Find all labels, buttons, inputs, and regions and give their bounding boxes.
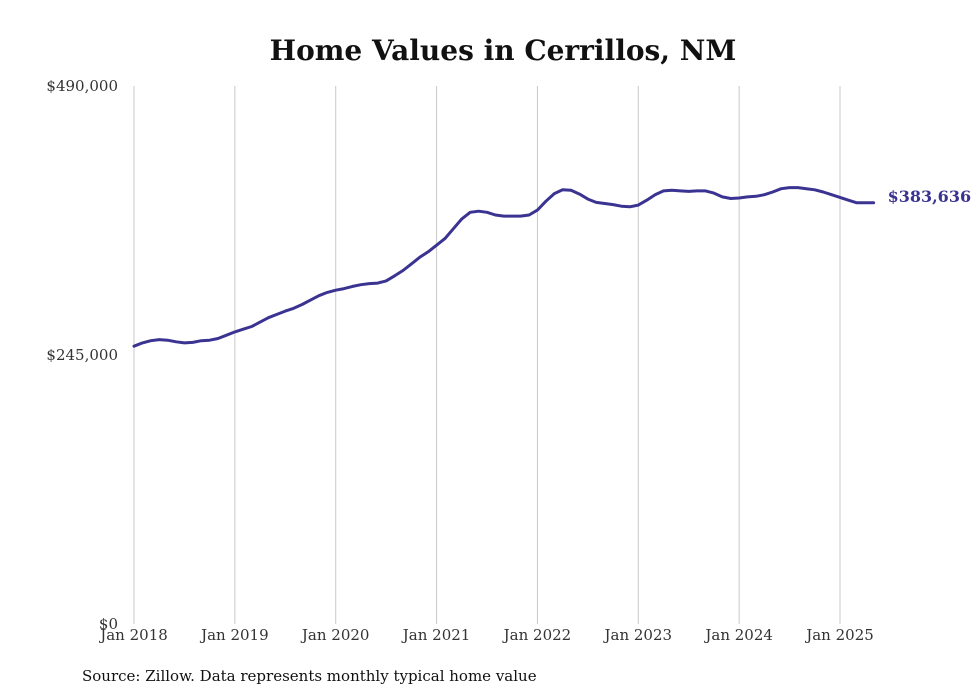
x-tick-label: Jan 2022 (502, 626, 572, 644)
home-value-line (132, 186, 876, 348)
y-axis: $0 $245,000 $490,000 (46, 77, 118, 633)
x-tick-label: Jan 2021 (401, 626, 471, 644)
x-tick-label: Jan 2024 (703, 626, 773, 644)
x-axis: Jan 2018 Jan 2019 Jan 2020 Jan 2021 Jan 2022… (98, 626, 874, 644)
end-value-label: $383,636 (888, 187, 972, 206)
x-tick-label: Jan 2025 (804, 626, 874, 644)
x-tick-label: Jan 2018 (98, 626, 168, 644)
y-tick-label: $245,000 (46, 346, 118, 364)
grid-layer (133, 86, 841, 624)
source-note: Source: Zillow. Data represents monthly … (82, 667, 537, 685)
x-tick-label: Jan 2023 (603, 626, 673, 644)
y-tick-label: $0 (99, 615, 118, 633)
series-layer: $383,636 (132, 186, 972, 348)
x-tick-label: Jan 2020 (300, 626, 370, 644)
chart-title: Home Values in Cerrillos, NM (270, 34, 737, 67)
y-tick-label: $490,000 (46, 77, 118, 95)
x-tick-label: Jan 2019 (199, 626, 269, 644)
